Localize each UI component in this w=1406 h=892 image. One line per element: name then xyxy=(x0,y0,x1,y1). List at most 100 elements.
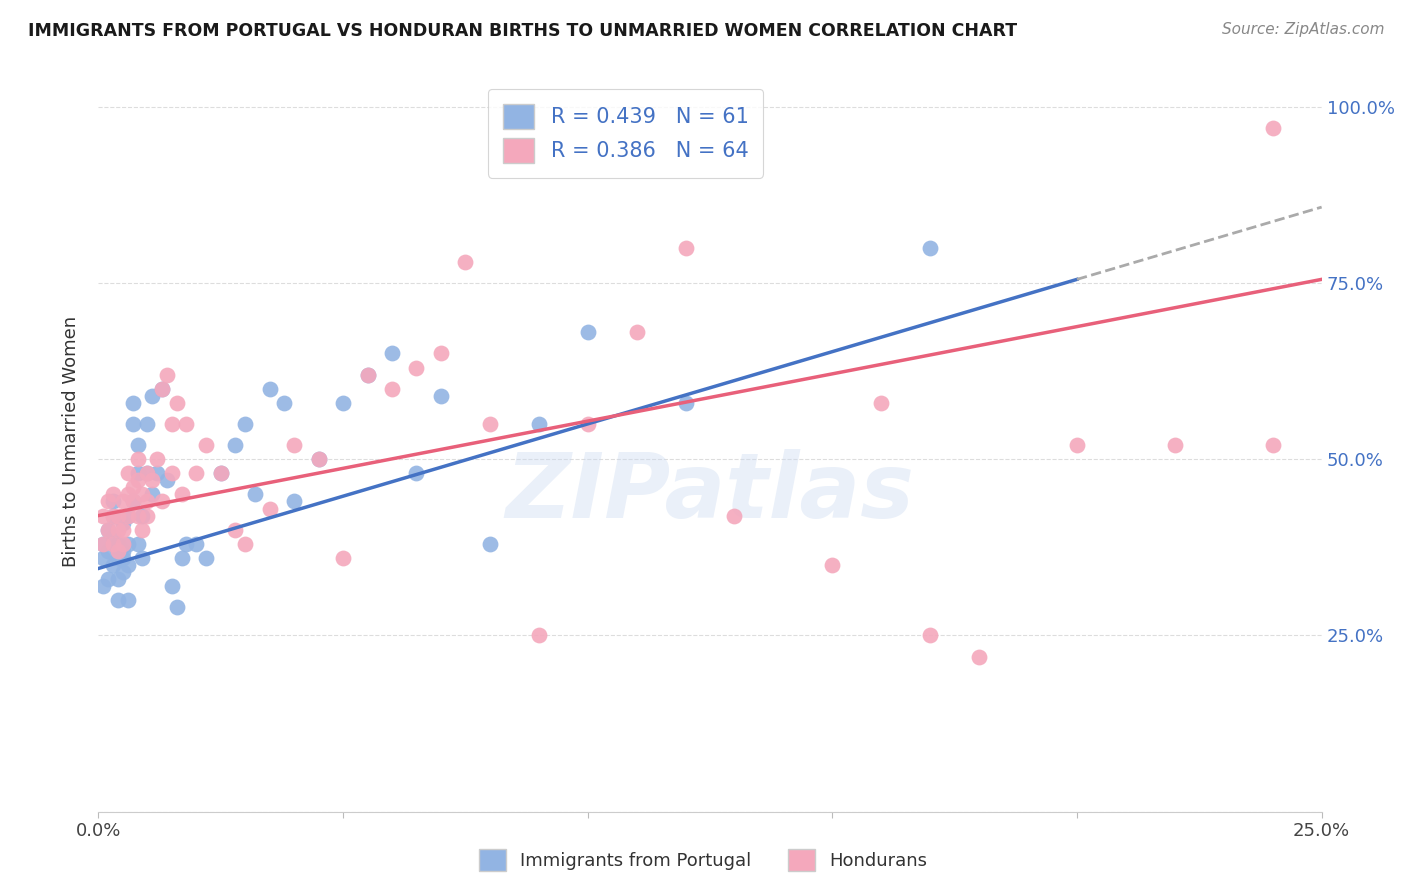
Point xyxy=(107,593,129,607)
Point xyxy=(308,452,330,467)
Y-axis label: Births to Unmarried Women: Births to Unmarried Women xyxy=(62,316,80,567)
Point xyxy=(91,579,114,593)
Point xyxy=(224,523,246,537)
Point xyxy=(967,649,990,664)
Point xyxy=(97,544,120,558)
Point xyxy=(101,508,124,523)
Point xyxy=(131,508,153,523)
Point xyxy=(121,417,143,431)
Point xyxy=(111,523,134,537)
Point xyxy=(131,487,153,501)
Point xyxy=(224,438,246,452)
Point xyxy=(150,382,173,396)
Point xyxy=(117,508,139,523)
Point xyxy=(259,382,281,396)
Point xyxy=(156,473,179,487)
Point xyxy=(209,467,232,481)
Text: Source: ZipAtlas.com: Source: ZipAtlas.com xyxy=(1222,22,1385,37)
Point xyxy=(117,508,139,523)
Point xyxy=(527,628,550,642)
Text: ZIPatlas: ZIPatlas xyxy=(506,450,914,537)
Point xyxy=(91,537,114,551)
Point xyxy=(626,325,648,339)
Point xyxy=(243,487,266,501)
Point xyxy=(675,241,697,255)
Point xyxy=(107,523,129,537)
Point xyxy=(101,558,124,572)
Point xyxy=(170,487,193,501)
Point xyxy=(405,360,427,375)
Point xyxy=(101,508,124,523)
Point xyxy=(131,523,153,537)
Point xyxy=(141,389,163,403)
Point xyxy=(91,550,114,565)
Point xyxy=(170,550,193,565)
Point xyxy=(97,523,120,537)
Point xyxy=(117,558,139,572)
Point xyxy=(121,396,143,410)
Point xyxy=(127,508,149,523)
Point xyxy=(101,487,124,501)
Point xyxy=(920,628,942,642)
Point xyxy=(332,550,354,565)
Point xyxy=(576,325,599,339)
Point xyxy=(97,523,120,537)
Point xyxy=(283,438,305,452)
Point xyxy=(111,550,134,565)
Point xyxy=(131,550,153,565)
Point xyxy=(107,537,129,551)
Point xyxy=(136,467,159,481)
Point xyxy=(454,254,477,268)
Point xyxy=(176,417,198,431)
Point xyxy=(160,467,183,481)
Point xyxy=(117,537,139,551)
Point xyxy=(127,452,149,467)
Point xyxy=(127,467,149,481)
Point xyxy=(186,537,208,551)
Point xyxy=(186,467,208,481)
Point xyxy=(117,467,139,481)
Point xyxy=(150,382,173,396)
Point xyxy=(166,600,188,615)
Legend: R = 0.439   N = 61, R = 0.386   N = 64: R = 0.439 N = 61, R = 0.386 N = 64 xyxy=(488,89,763,178)
Point xyxy=(107,550,129,565)
Point xyxy=(478,417,501,431)
Point xyxy=(405,467,427,481)
Point xyxy=(101,530,124,544)
Point xyxy=(273,396,295,410)
Point xyxy=(107,544,129,558)
Point xyxy=(121,494,143,508)
Point xyxy=(576,417,599,431)
Point xyxy=(1261,120,1284,135)
Point xyxy=(209,467,232,481)
Point xyxy=(723,508,745,523)
Point xyxy=(107,572,129,586)
Point xyxy=(430,389,453,403)
Point xyxy=(111,565,134,579)
Point xyxy=(259,501,281,516)
Point xyxy=(136,494,159,508)
Point xyxy=(195,438,218,452)
Point xyxy=(101,494,124,508)
Point xyxy=(478,537,501,551)
Point xyxy=(675,396,697,410)
Point xyxy=(117,487,139,501)
Point xyxy=(195,550,218,565)
Point xyxy=(111,537,134,551)
Point xyxy=(156,368,179,382)
Point xyxy=(146,452,169,467)
Point xyxy=(1261,438,1284,452)
Point xyxy=(141,487,163,501)
Point xyxy=(107,508,129,523)
Point xyxy=(1164,438,1187,452)
Point xyxy=(111,494,134,508)
Point xyxy=(141,473,163,487)
Point xyxy=(91,537,114,551)
Point xyxy=(356,368,378,382)
Point xyxy=(381,382,404,396)
Point xyxy=(160,579,183,593)
Point xyxy=(821,558,844,572)
Point xyxy=(233,537,256,551)
Point xyxy=(121,480,143,494)
Point xyxy=(356,368,378,382)
